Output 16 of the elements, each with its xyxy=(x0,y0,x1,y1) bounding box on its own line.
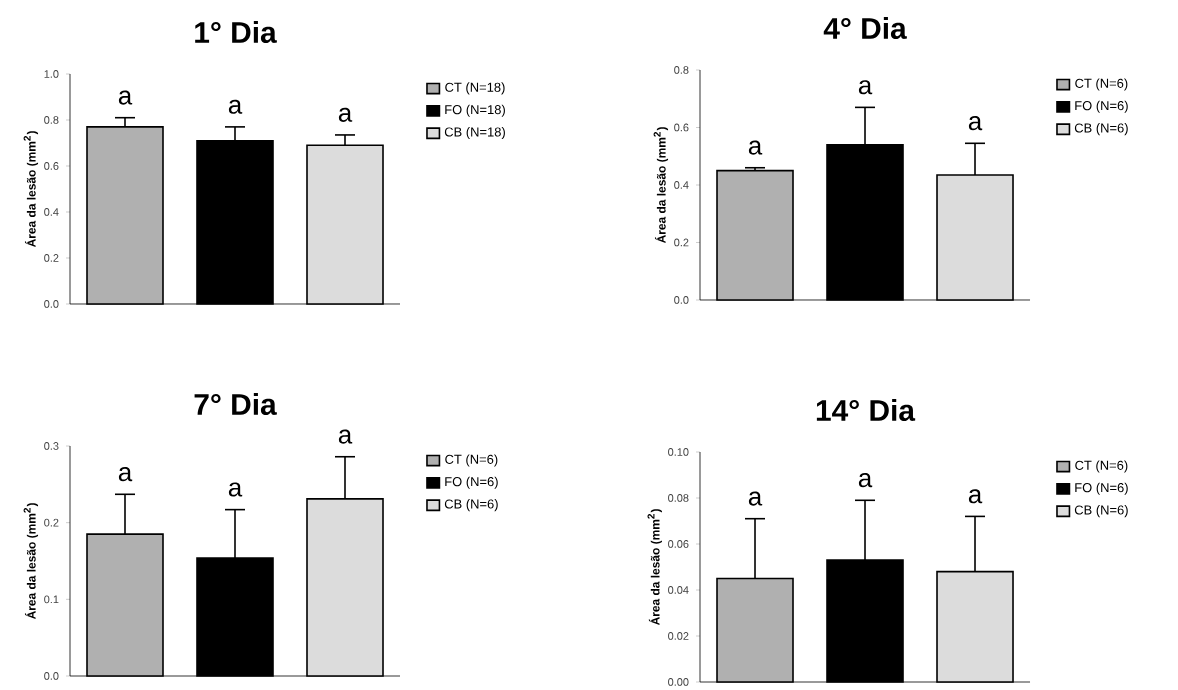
data-label: a xyxy=(338,429,353,444)
chart-title: 14° Dia xyxy=(816,399,916,421)
data-label: a xyxy=(858,473,873,488)
data-label: a xyxy=(858,80,873,95)
data-label: a xyxy=(228,482,243,497)
data-label: a xyxy=(968,489,983,504)
data-label: a xyxy=(228,99,243,114)
data-label: a xyxy=(338,107,353,122)
data-label: a xyxy=(748,491,763,506)
data-label: a xyxy=(118,467,133,482)
chart-title: 7° Dia xyxy=(194,393,277,415)
chart-title: 4° Dia xyxy=(823,17,907,39)
data-label: a xyxy=(748,140,763,155)
chart-title: 1° Dia xyxy=(195,21,277,43)
data-label: a xyxy=(968,116,983,131)
data-label: a xyxy=(118,90,133,105)
